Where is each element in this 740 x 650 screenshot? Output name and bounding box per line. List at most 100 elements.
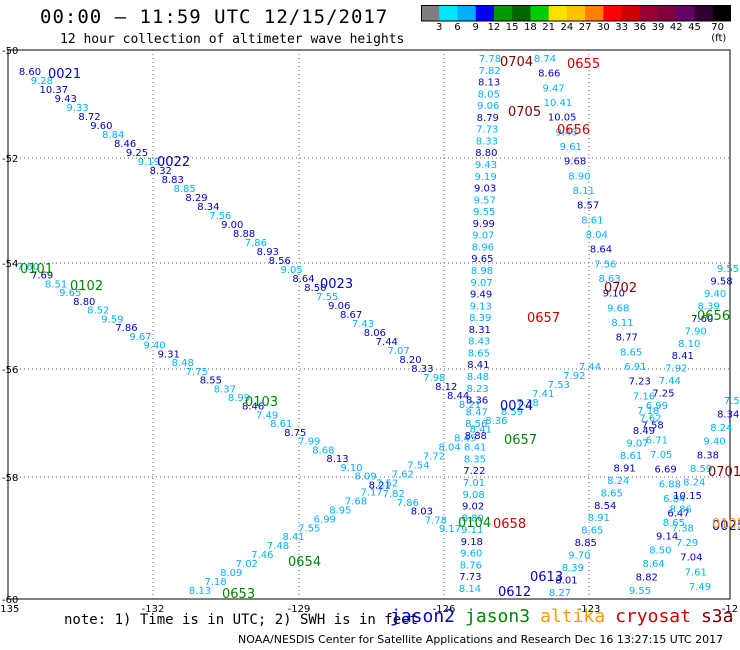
wave-height-value: 6.47 <box>667 509 689 520</box>
wave-height-value: 9.13 <box>470 301 492 312</box>
wave-height-value: 8.49 <box>633 426 655 437</box>
wave-height-value: 9.06 <box>328 301 350 312</box>
wave-height-value: 8.80 <box>462 513 484 524</box>
longitude-label: -123 <box>578 604 601 615</box>
wave-height-value: 8.83 <box>162 175 184 186</box>
wave-height-value: 9.31 <box>158 349 180 360</box>
wave-height-value: 6.88 <box>659 479 681 490</box>
wave-height-value: 7.55 <box>298 523 320 534</box>
wave-height-value: 8.72 <box>78 112 100 123</box>
wave-height-value: 9.49 <box>470 290 492 301</box>
wave-height-value: 9.10 <box>340 463 362 474</box>
wave-height-value: 10.05 <box>548 113 577 124</box>
wave-height-value: 8.45 <box>454 434 476 445</box>
longitude-label: -129 <box>288 604 311 615</box>
wave-height-value: 8.14 <box>459 584 481 595</box>
wave-height-value: 8.41 <box>464 443 486 454</box>
pass-label: 0655 <box>567 57 600 72</box>
wave-height-value: 7.16 <box>633 391 655 402</box>
wave-height-value: 9.40 <box>143 341 165 352</box>
wave-height-value: 9.07 <box>472 231 494 242</box>
wave-height-value: 9.03 <box>474 184 496 195</box>
wave-height-value: 9.68 <box>564 157 586 168</box>
wave-height-value: 7.60 <box>17 262 39 273</box>
wave-height-value: 7.92 <box>563 371 585 382</box>
wave-height-value: 8.37 <box>214 384 236 395</box>
wave-height-value: 9.55 <box>473 207 495 218</box>
wave-height-value: 7.17 <box>360 487 382 498</box>
altimeter-tracks: 8.609.2810.379.439.338.729.608.848.469.2… <box>17 54 740 599</box>
wave-height-value: 8.46 <box>114 139 136 150</box>
color-scale-label: 12 <box>487 22 501 33</box>
wave-height-value: 8.35 <box>464 454 486 465</box>
wave-height-value: 7.92 <box>665 364 687 375</box>
color-scale-label: 42 <box>669 22 683 33</box>
longitude-label: -135 <box>0 604 19 615</box>
wave-height-value: 8.61 <box>270 419 292 430</box>
color-swatch <box>530 5 550 21</box>
color-scale-label: 3 <box>436 22 443 33</box>
wave-height-value: 7.49 <box>256 411 278 422</box>
pass-label: 0654 <box>288 555 321 570</box>
wave-height-value: 8.11 <box>573 186 595 197</box>
wave-height-value: 8.04 <box>586 230 608 241</box>
wave-height-value: 8.39 <box>697 301 719 312</box>
wave-height-value: 8.21 <box>369 480 391 491</box>
color-swatch <box>639 5 659 21</box>
color-scale-label: 33 <box>615 22 628 33</box>
wave-height-value: 8.60 <box>19 67 41 78</box>
color-swatch <box>694 5 714 21</box>
wave-height-value: 8.59 <box>690 464 712 475</box>
wave-height-value: 9.43 <box>555 127 577 138</box>
wave-height-value: 8.88 <box>465 431 487 442</box>
wave-height-value: 7.49 <box>689 582 711 593</box>
wave-height-value: 6.91 <box>624 362 646 373</box>
wave-height-value: 7.69 <box>31 271 53 282</box>
wave-height-value: 8.76 <box>460 560 482 571</box>
latitude-label: -56 <box>2 365 18 376</box>
color-swatch <box>493 5 513 21</box>
wave-height-value: 7.82 <box>383 489 405 500</box>
pass-label: 0104 <box>458 516 491 531</box>
pass-label: 0101 <box>20 262 53 277</box>
wave-height-value: 7.56 <box>594 259 616 270</box>
wave-height-value: 8.86 <box>670 505 692 516</box>
wave-height-value: 9.07 <box>626 439 648 450</box>
pass-labels: 0021 0022 0023 0024 0025 0101 0102 0103 0104 0653… <box>20 55 740 602</box>
wave-height-value: 9.17 <box>439 524 461 535</box>
wave-height-value: 7.46 <box>251 550 273 561</box>
wave-height-value: 7.86 <box>397 498 419 509</box>
wave-height-value: 8.21 <box>459 400 481 411</box>
wave-height-value: 7.56 <box>209 211 231 222</box>
wave-height-value: 9.18 <box>461 537 483 548</box>
color-scale-label: 6 <box>454 22 461 33</box>
wave-height-value: 7.48 <box>267 541 289 552</box>
wave-height-value: 7.55 <box>316 292 338 303</box>
wave-height-value: 8.82 <box>636 572 658 583</box>
wave-height-value: 7.05 <box>650 450 672 461</box>
wave-height-value: 8.24 <box>607 476 629 487</box>
latitude-label: -52 <box>2 154 18 165</box>
wave-height-value: 7.44 <box>376 337 398 348</box>
wave-height-value: 8.36 <box>485 416 507 427</box>
wave-height-value: 7.02 <box>236 559 258 570</box>
wave-height-value: 9.19 <box>474 172 496 183</box>
wave-height-value: 9.59 <box>101 314 123 325</box>
color-scale-labels: 3 6 9 12 15 18 21 24 27 30 33 36 39 42 45 70 (ft) <box>421 22 731 44</box>
wave-height-value: 8.68 <box>312 445 334 456</box>
pass-label: 0656 <box>557 123 590 138</box>
wave-height-value: 10.41 <box>544 98 573 109</box>
wave-height-value: 8.34 <box>197 202 219 213</box>
pass-label: 0021 <box>48 67 81 82</box>
wave-height-value: 9.43 <box>475 160 497 171</box>
wave-height-value: 8.13 <box>478 78 500 89</box>
wave-height-value: 8.41 <box>467 360 489 371</box>
color-swatch <box>512 5 531 21</box>
wave-height-value: 7.22 <box>463 466 485 477</box>
wave-height-value: 8.90 <box>568 171 590 182</box>
wave-height-value: 8.20 <box>399 355 421 366</box>
wave-height-value: 8.24 <box>710 423 732 434</box>
wave-height-value: 9.65 <box>471 254 493 265</box>
wave-height-value: 8.43 <box>468 337 490 348</box>
pass-label: 0024 <box>500 399 533 414</box>
